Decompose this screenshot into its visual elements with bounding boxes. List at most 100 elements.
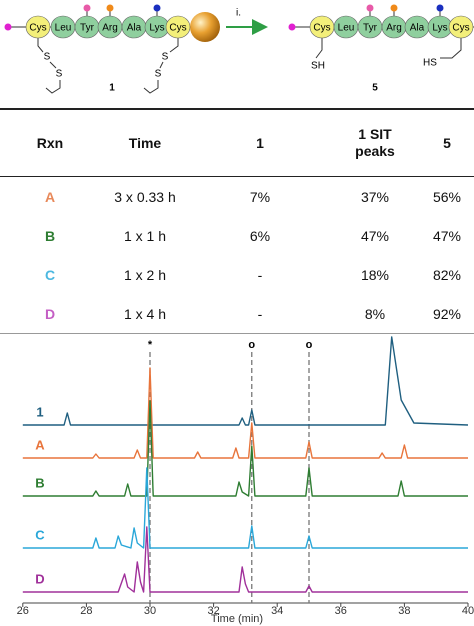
- n-terminus: [288, 23, 296, 31]
- peak-marker: o: [306, 339, 313, 351]
- table-cell: 7%: [249, 188, 271, 205]
- table-cell: 47%: [432, 227, 462, 244]
- right-peptide: Cys Leu Tyr Arg Ala Lys Cys: [309, 15, 474, 39]
- residue-label: Cys: [169, 23, 186, 34]
- trace-label: C: [35, 527, 45, 542]
- residue-label: Arg: [102, 23, 118, 34]
- results-table: Rxn Time 1 1 SIT peaks 5 A 3 x 0.33 h 7% 37% 56%…: [0, 108, 474, 334]
- n-terminus: [4, 23, 12, 31]
- residue-label: Ala: [410, 23, 425, 34]
- table-body: A 3 x 0.33 h 7% 37% 56% B 1 x 1 h 6% 47% 47% C 1 x …: [0, 177, 474, 333]
- table-cell: 1 x 4 h: [123, 305, 167, 322]
- residue-label: Tyr: [80, 23, 95, 34]
- residue-bead: [25, 15, 51, 39]
- header-cell: Rxn: [36, 134, 64, 151]
- bond: [440, 38, 462, 59]
- bond: [49, 61, 57, 69]
- x-tick-label: 32: [207, 605, 219, 617]
- residue-bead: [448, 15, 474, 39]
- thiol: SH: [311, 61, 325, 72]
- residue-label: Lys: [432, 23, 447, 34]
- x-tick-label: 36: [335, 605, 347, 617]
- table-cell: 47%: [360, 227, 390, 244]
- table-cell: -: [257, 305, 263, 322]
- table-cell: A: [44, 188, 56, 205]
- table-cell: 56%: [432, 188, 462, 205]
- table-cell: 18%: [360, 266, 390, 283]
- pin-head: [366, 4, 374, 12]
- trace-label: 1: [36, 404, 43, 419]
- table-cell: C: [44, 266, 56, 283]
- sulfur: S: [56, 69, 63, 80]
- sulfur: S: [162, 52, 169, 63]
- residue-label: Lys: [149, 23, 164, 34]
- chromatogram: 26 28 30 32 34 36 38 40 * o o 1 A B C D: [17, 336, 474, 617]
- table-cell: -: [257, 266, 263, 283]
- pin-head: [436, 4, 444, 12]
- table-cell: 8%: [364, 305, 386, 322]
- sulfur: S: [155, 69, 162, 80]
- header-cell: 5: [443, 134, 451, 151]
- residue-label: Tyr: [363, 23, 378, 34]
- bond: [143, 80, 159, 94]
- residue-label: Leu: [338, 23, 355, 34]
- table-row: B 1 x 1 h 6% 47% 47%: [0, 216, 474, 255]
- trace: [22, 467, 468, 549]
- bond: [159, 61, 164, 69]
- sulfur: S: [44, 52, 51, 63]
- resin-bead: [190, 12, 220, 42]
- table-row: A 3 x 0.33 h 7% 37% 56%: [0, 177, 474, 216]
- trace-label: B: [35, 475, 44, 490]
- header-cell: Time: [128, 134, 162, 151]
- header-cell: 1 SIT peaks: [355, 126, 395, 159]
- x-axis-label: Time (min): [211, 613, 263, 625]
- compound-label: 5: [372, 83, 378, 94]
- bond: [315, 38, 323, 59]
- table-cell: 1 x 1 h: [123, 227, 167, 244]
- bond: [37, 38, 44, 53]
- compound-label: 1: [109, 83, 115, 94]
- x-tick-label: 30: [144, 605, 156, 617]
- residue-label: Cys: [452, 23, 469, 34]
- x-tick-label: 38: [398, 605, 410, 617]
- bond: [45, 80, 61, 94]
- x-tick-label: 28: [80, 605, 92, 617]
- pin-head: [106, 4, 114, 12]
- trace: [22, 400, 468, 497]
- table-cell: D: [44, 305, 56, 322]
- x-tick-label: 26: [17, 605, 29, 617]
- table-cell: 3 x 0.33 h: [114, 188, 176, 205]
- thiol: HS: [423, 58, 437, 69]
- x-tick-label: 34: [271, 605, 283, 617]
- residue-label: Leu: [55, 23, 72, 34]
- table-cell: 92%: [432, 305, 462, 322]
- residue-label: Arg: [386, 23, 402, 34]
- left-peptide: Cys Leu Tyr Arg Ala Lys Cys: [25, 15, 191, 39]
- pin-head: [83, 4, 91, 12]
- pin-head: [390, 4, 398, 12]
- trace-label: D: [35, 571, 44, 586]
- scheme-marks: [4, 4, 444, 42]
- header-cell: 1: [256, 134, 264, 151]
- pin-head: [153, 4, 161, 12]
- table-row: C 1 x 2 h - 18% 82%: [0, 255, 474, 294]
- table-cell: 82%: [432, 266, 462, 283]
- table-row: D 1 x 4 h - 8% 92%: [0, 294, 474, 333]
- bond: [169, 38, 179, 53]
- table-cell: B: [44, 227, 56, 244]
- peak-marker: *: [148, 339, 153, 351]
- trace: [22, 336, 469, 426]
- trace: [22, 367, 468, 459]
- residue-bead: [165, 15, 191, 39]
- table-cell: 37%: [360, 188, 390, 205]
- residue-label: Cys: [313, 23, 330, 34]
- residue-label: Cys: [29, 23, 46, 34]
- residue-label: Ala: [127, 23, 142, 34]
- table-cell: 1 x 2 h: [123, 266, 167, 283]
- table-header: Rxn Time 1 1 SIT peaks 5: [0, 110, 474, 177]
- arrow-label: i.: [236, 8, 241, 19]
- trace: [22, 526, 468, 593]
- x-tick-label: 40: [462, 605, 474, 617]
